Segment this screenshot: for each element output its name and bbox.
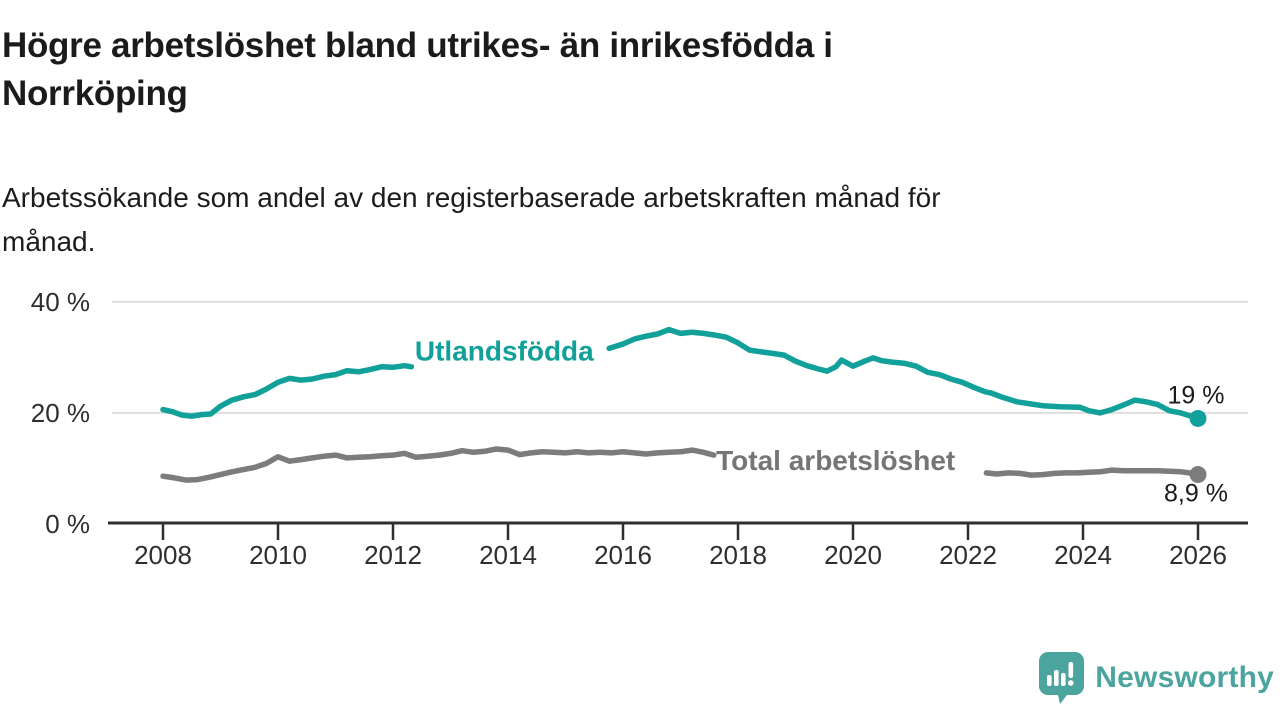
series-line-0-segment-0	[160, 362, 415, 419]
series-end-value-label-0: 19 %	[1168, 381, 1225, 409]
x-tick-label-2010: 2010	[249, 540, 307, 570]
newsworthy-logo-text: Newsworthy	[1095, 660, 1274, 694]
newsworthy-logo: Newsworthy	[1038, 651, 1274, 704]
page-subtitle: Arbetssökande som andel av den registerb…	[2, 176, 1212, 264]
x-tick-label-2020: 2020	[824, 540, 882, 570]
series-label-0: Utlandsfödda	[415, 336, 594, 367]
page-title: Högre arbetslöshet bland utrikes- än inr…	[2, 22, 1152, 118]
series-end-dot-0	[1189, 409, 1207, 427]
x-tick-label-2014: 2014	[479, 540, 537, 570]
page-title-line-2: Norrköping	[2, 74, 188, 113]
x-tick-label-2026: 2026	[1169, 540, 1227, 570]
series-line-1-segment-1	[983, 467, 1201, 478]
x-tick-label-2016: 2016	[594, 540, 652, 570]
x-tick-label-2022: 2022	[939, 540, 997, 570]
x-tick-label-2008: 2008	[134, 540, 192, 570]
y-tick-label-20: 20 %	[31, 398, 90, 428]
page-subtitle-line-1: Arbetssökande som andel av den registerb…	[2, 182, 941, 213]
series-line-0-segment-1	[606, 326, 1201, 422]
x-tick-label-2024: 2024	[1054, 540, 1112, 570]
series-label-1: Total arbetslöshet	[716, 445, 955, 476]
series-end-dot-1	[1189, 466, 1207, 484]
x-tick-label-2012: 2012	[364, 540, 422, 570]
page-subtitle-line-2: månad.	[2, 226, 96, 257]
series-end-value-label-1: 8,9 %	[1164, 480, 1228, 508]
x-tick-label-2018: 2018	[709, 540, 767, 570]
y-tick-label-40: 40 %	[31, 287, 90, 317]
y-tick-label-0: 0 %	[45, 509, 90, 539]
series-line-1-segment-0	[160, 446, 717, 483]
speech-bubble-bar-chart-icon	[1039, 652, 1085, 704]
page-title-line-1: Högre arbetslöshet bland utrikes- än inr…	[2, 26, 833, 65]
